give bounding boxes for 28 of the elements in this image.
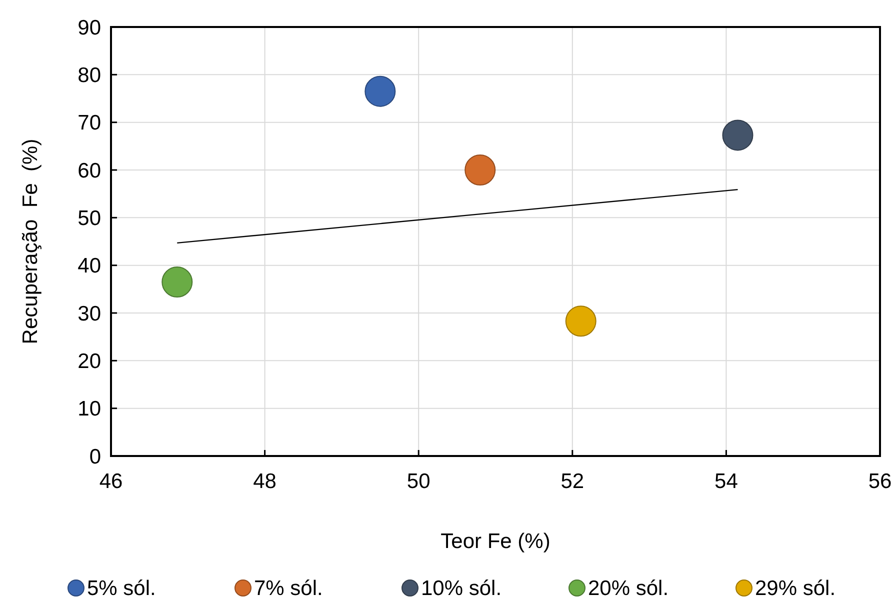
y-tick-label: 40 [78,254,101,278]
point [364,76,396,107]
y-tick-label: 80 [78,64,101,88]
point [565,306,596,337]
y-tick-label: 60 [78,159,101,182]
x-tick-label: 48 [253,470,276,493]
legend-label: 7% sól. [254,577,323,600]
x-tick-label: 46 [99,470,123,493]
y-axis-title: Recuperação Fe (%) [19,138,42,344]
legend-label: 29% sól. [755,577,836,600]
legend-label: 10% sól. [421,577,502,600]
x-tick-label: 56 [868,470,892,493]
point [162,266,193,298]
y-tick-label: 20 [78,350,101,374]
x-tick-label: 50 [406,470,430,493]
x-tick-label: 54 [714,470,738,493]
y-tick-label: 50 [78,207,101,230]
x-axis-title: Teor Fe (%) [440,530,550,553]
point [464,154,496,186]
x-tick-label: 52 [560,470,584,493]
legend-label: 5% sól. [87,577,156,600]
y-tick-label: 70 [78,112,101,135]
point [722,120,754,151]
y-tick-label: 90 [78,16,101,40]
y-tick-label: 30 [78,302,101,326]
legend-label: 20% sól. [588,577,669,600]
y-tick-label: 0 [89,445,101,468]
y-tick-label: 10 [78,398,101,421]
